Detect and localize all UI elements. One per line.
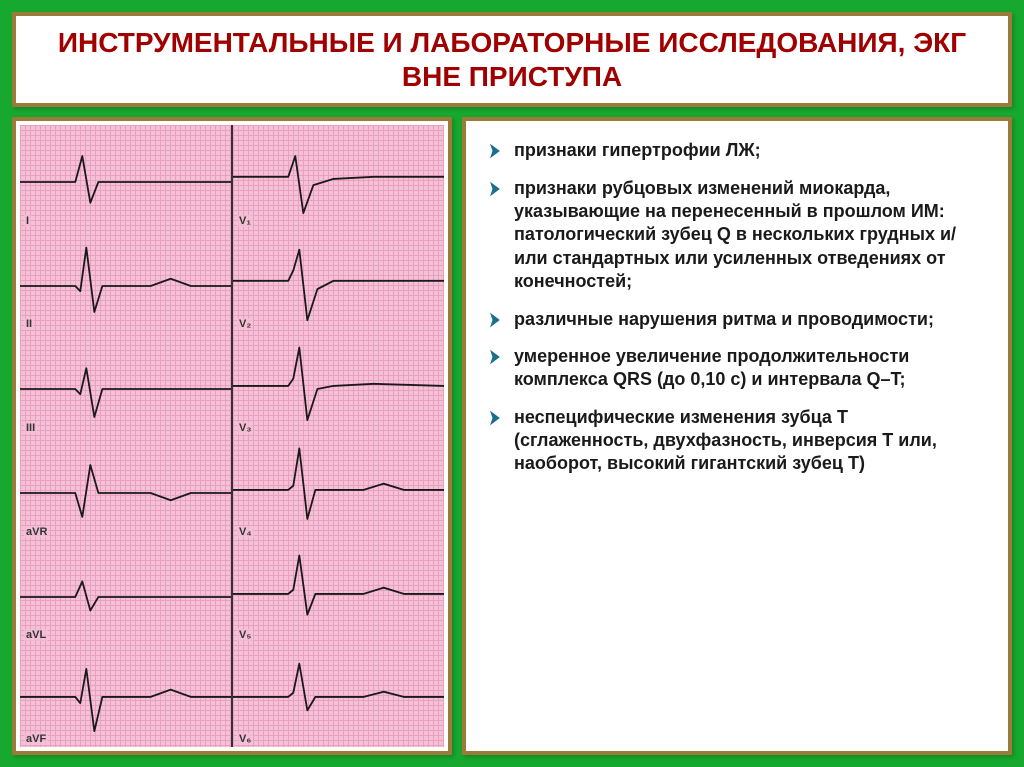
ecg-lead-row: I — [20, 125, 231, 229]
chevron-right-icon — [488, 348, 504, 364]
bullet-item: признаки рубцовых изменений миокарда, ук… — [488, 177, 986, 294]
ecg-lead-row: II — [20, 229, 231, 333]
ecg-waveform — [20, 125, 231, 229]
ecg-waveform — [20, 643, 231, 747]
ecg-panel: IIIIIIaVRaVLaVFV₁V₂V₃V₄V₅V₆ — [12, 117, 452, 755]
chevron-right-icon — [488, 311, 504, 327]
bullet-item: умеренное увеличение продолжительности к… — [488, 345, 986, 392]
ecg-lead-row: V₄ — [233, 436, 444, 540]
bullet-text: умеренное увеличение продолжительности к… — [514, 345, 986, 392]
ecg-lead-row: V₁ — [233, 125, 444, 229]
ecg-lead-row: V₂ — [233, 229, 444, 333]
ecg-column: IIIIIIaVRaVLaVF — [20, 125, 231, 747]
ecg-column: V₁V₂V₃V₄V₅V₆ — [231, 125, 444, 747]
ecg-lead-row: III — [20, 332, 231, 436]
bullet-item: различные нарушения ритма и проводимости… — [488, 308, 986, 331]
ecg-waveform — [20, 436, 231, 540]
ecg-inner: IIIIIIaVRaVLaVFV₁V₂V₃V₄V₅V₆ — [20, 125, 444, 747]
ecg-waveform — [233, 643, 444, 747]
bullet-text: признаки рубцовых изменений миокарда, ук… — [514, 177, 986, 294]
text-panel: признаки гипертрофии ЛЖ; признаки рубцовы… — [462, 117, 1012, 755]
ecg-lead-row: aVF — [20, 643, 231, 747]
slide: ИНСТРУМЕНТАЛЬНЫЕ И ЛАБОРАТОРНЫЕ ИССЛЕДОВ… — [12, 12, 1012, 755]
bullet-text: неспецифические изменения зубца T (сглаж… — [514, 406, 986, 476]
chevron-right-icon — [488, 409, 504, 425]
bullet-item: неспецифические изменения зубца T (сглаж… — [488, 406, 986, 476]
ecg-lead-row: V₃ — [233, 332, 444, 436]
bullet-item: признаки гипертрофии ЛЖ; — [488, 139, 986, 162]
chevron-right-icon — [488, 142, 504, 158]
ecg-waveform — [20, 332, 231, 436]
chevron-right-icon — [488, 180, 504, 196]
ecg-waveform — [233, 125, 444, 229]
ecg-waveform — [20, 540, 231, 644]
ecg-waveform — [233, 332, 444, 436]
ecg-lead-row: V₆ — [233, 643, 444, 747]
ecg-lead-row: V₅ — [233, 540, 444, 644]
content-row: IIIIIIaVRaVLaVFV₁V₂V₃V₄V₅V₆ признаки гип… — [12, 117, 1012, 755]
slide-title: ИНСТРУМЕНТАЛЬНЫЕ И ЛАБОРАТОРНЫЕ ИССЛЕДОВ… — [36, 26, 988, 93]
ecg-lead-row: aVL — [20, 540, 231, 644]
bullet-text: признаки гипертрофии ЛЖ; — [514, 139, 761, 162]
ecg-waveform — [233, 436, 444, 540]
bullet-text: различные нарушения ритма и проводимости… — [514, 308, 934, 331]
ecg-waveform — [233, 540, 444, 644]
title-box: ИНСТРУМЕНТАЛЬНЫЕ И ЛАБОРАТОРНЫЕ ИССЛЕДОВ… — [12, 12, 1012, 107]
ecg-waveform — [233, 229, 444, 333]
bullet-list: признаки гипертрофии ЛЖ; признаки рубцовы… — [488, 139, 986, 476]
ecg-lead-row: aVR — [20, 436, 231, 540]
ecg-waveform — [20, 229, 231, 333]
